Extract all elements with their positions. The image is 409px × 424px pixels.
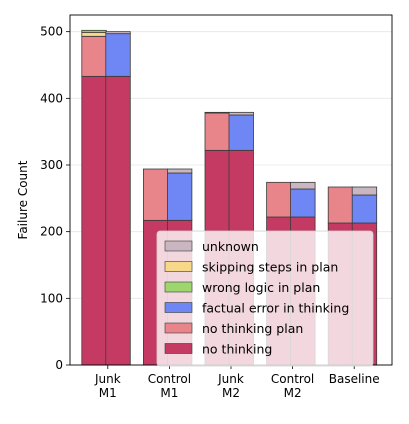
bar-segment-0-0-0: [81, 75, 107, 366]
bar-segment-2-1-2: [228, 111, 254, 116]
y-axis-label: Failure Count: [16, 160, 30, 239]
legend-box: [156, 230, 374, 367]
legend: unknown skipping steps in plan wrong logic…: [156, 230, 374, 367]
y-tick-label-1: 100: [40, 291, 63, 305]
bar-segment-4-1-1: [351, 194, 378, 224]
legend-label-2: wrong logic in plan: [202, 280, 320, 295]
bar-segment-3-1-2: [290, 181, 316, 190]
bar-segment-2-1-1: [228, 114, 254, 151]
legend-label-0: unknown: [202, 239, 259, 254]
bar-segment-2-0-2: [204, 111, 230, 114]
bar-segment-0-1-1: [105, 33, 131, 77]
bar-segment-4-1-2: [351, 186, 378, 196]
bar-segment-3-1-1: [290, 188, 316, 218]
x-tick-label-2: Junk M2: [217, 372, 244, 400]
bar-segment-0-1-0: [105, 75, 131, 366]
legend-label-4: no thinking plan: [202, 321, 303, 336]
bar-segment-0-0-1: [81, 35, 107, 77]
legend-label-3: factual error in thinking: [202, 301, 349, 316]
bar-segment-2-0-1: [204, 112, 230, 151]
y-tick-label-0: 0: [55, 358, 63, 372]
x-tick-label-0: Junk M1: [94, 372, 121, 400]
legend-label-1: skipping steps in plan: [202, 260, 338, 275]
y-tick-label-3: 300: [40, 158, 63, 172]
legend-swatch-3: [164, 302, 193, 313]
bar-segment-1-0-1: [142, 168, 169, 221]
y-tick-label-4: 400: [40, 91, 63, 105]
bar-segment-3-0-1: [266, 181, 292, 218]
legend-label-5: no thinking: [202, 342, 272, 357]
legend-swatch-5: [164, 343, 193, 354]
axes: Junk M1 Control M1 Junk M2 Control M2 Baseline 0 1…: [40, 14, 393, 400]
legend-swatch-4: [164, 322, 193, 334]
bar-segment-0-0-2: [81, 31, 107, 37]
y-tick-label-5: 500: [40, 25, 63, 39]
x-tick-label-1: Control M1: [148, 372, 191, 400]
legend-swatch-2: [164, 281, 193, 293]
y-tick-label-2: 200: [40, 225, 63, 239]
bar-segment-0-0-3: [81, 29, 107, 33]
x-tick-label-3: Control M2: [271, 372, 314, 400]
x-tick-label-4: Baseline: [329, 372, 380, 386]
bar-segment-4-0-1: [327, 186, 354, 224]
bar-segment-1-1-2: [166, 168, 193, 174]
legend-swatch-0: [164, 240, 193, 252]
legend-swatch-1: [164, 261, 193, 272]
bar-segment-0-1-2: [105, 31, 131, 35]
bar-segment-1-1-1: [166, 172, 193, 221]
